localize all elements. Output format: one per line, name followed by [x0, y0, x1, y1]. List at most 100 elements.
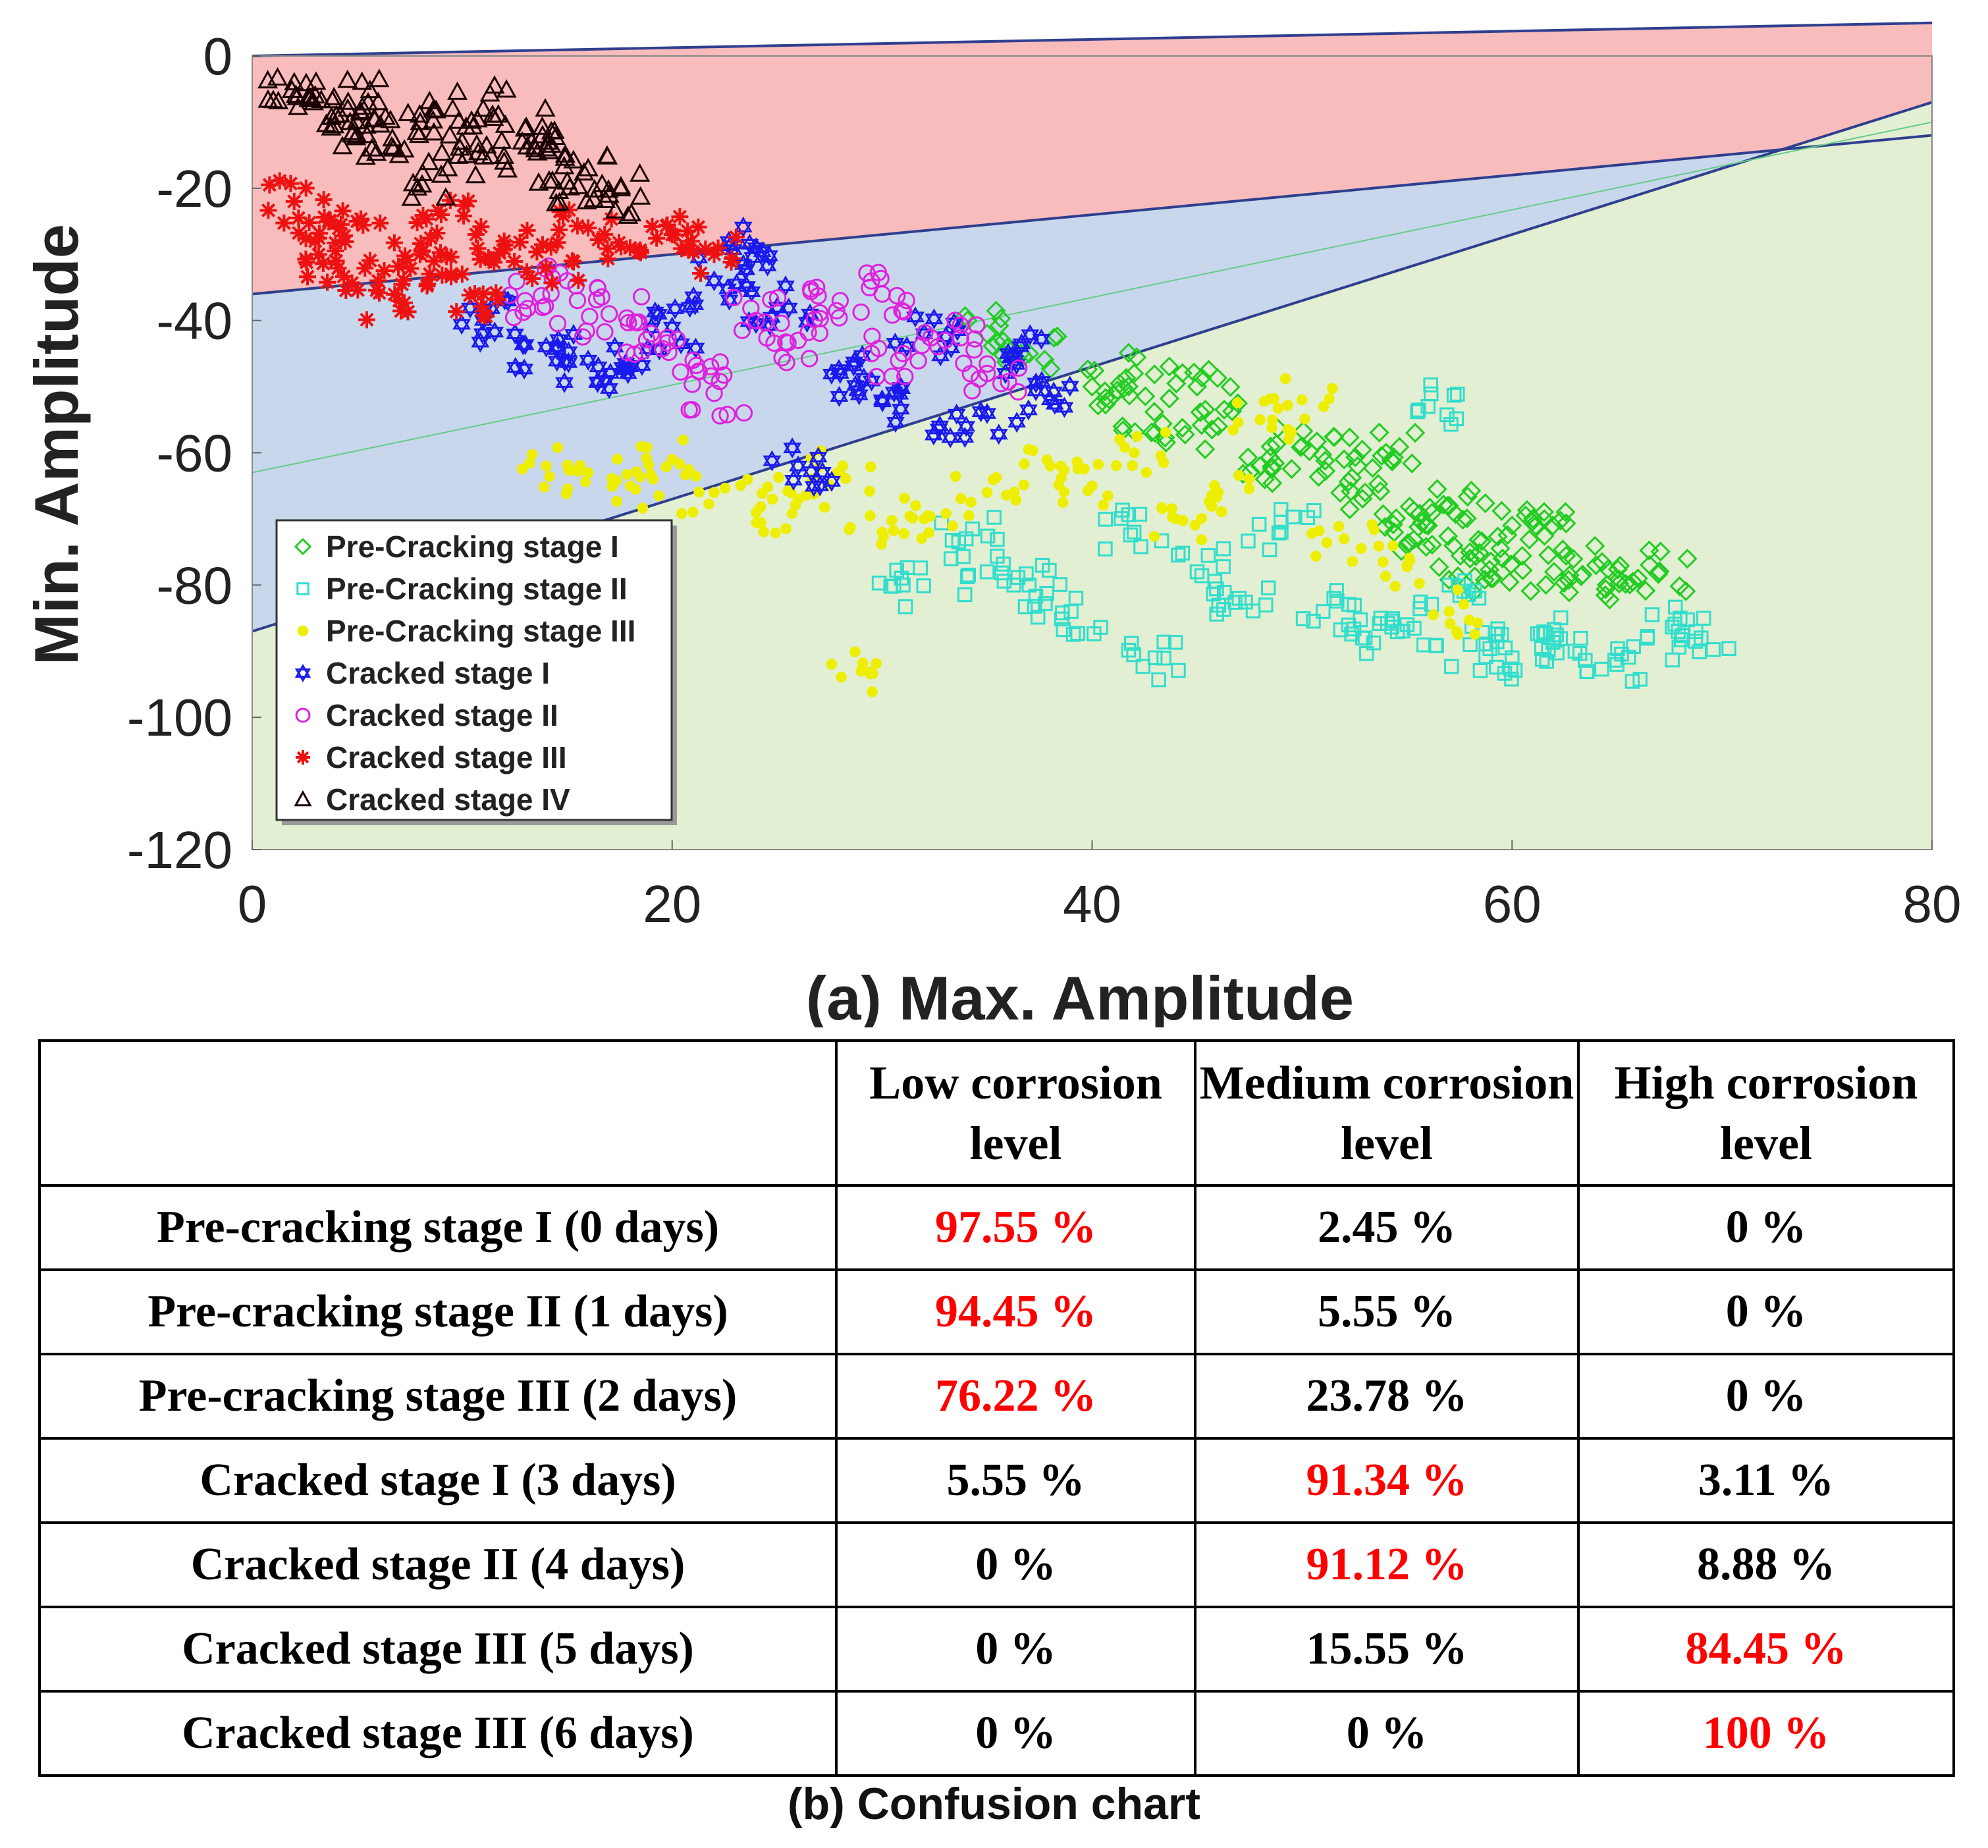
data-point: [1266, 422, 1277, 433]
data-point: [431, 164, 452, 183]
axis-ticks: 0 20 40 60 80 0 -20 -40 -60 -80 -100 -120: [127, 27, 1962, 933]
data-point: [1241, 533, 1256, 549]
data-point: [544, 120, 565, 139]
data-point: [1019, 399, 1038, 421]
data-point: [989, 423, 1008, 445]
data-point: [442, 98, 464, 117]
data-point: [1405, 423, 1426, 443]
data-point: [425, 252, 443, 270]
data-point: [913, 337, 931, 354]
data-point: [697, 240, 714, 258]
data-point: [606, 473, 618, 484]
data-point: [1368, 474, 1389, 494]
data-point: [1060, 375, 1079, 397]
data-point: [395, 271, 413, 289]
data-point: [362, 138, 383, 157]
data-point: [1216, 585, 1232, 600]
data-point: [526, 448, 538, 460]
data-point: [828, 302, 846, 320]
data-point: [864, 485, 875, 497]
data-point: [893, 302, 911, 320]
data-point: [1677, 549, 1698, 569]
data-point: [1416, 537, 1436, 557]
data-point: [337, 69, 358, 88]
data-point: [1635, 580, 1656, 601]
data-point: [1555, 502, 1576, 522]
data-point: [334, 202, 352, 220]
x-tick-label: 60: [1483, 875, 1542, 933]
data-point: [630, 163, 651, 182]
data-point: [514, 118, 535, 137]
data-point: [1443, 606, 1455, 617]
table-row: Pre-cracking stage I (0 days) 97.55 % 2.45…: [38, 1184, 1955, 1271]
data-point: [1170, 547, 1186, 563]
data-point: [448, 303, 466, 321]
data-point: [589, 356, 608, 378]
data-point: [789, 455, 807, 477]
data-point: [599, 240, 616, 258]
row-label: Pre-cracking stage II (1 days): [38, 1268, 838, 1355]
data-point: [626, 345, 643, 364]
data-point: [1144, 364, 1165, 385]
data-point: [1355, 482, 1376, 503]
data-point: [1266, 414, 1278, 425]
data-point: [1526, 516, 1546, 536]
data-point: [963, 510, 975, 522]
data-point: [826, 659, 838, 670]
data-point: [1156, 634, 1171, 650]
data-point: [1333, 622, 1349, 638]
legend-box: [275, 519, 673, 821]
data-point: [1114, 433, 1125, 445]
data-point: [1372, 446, 1392, 466]
data-point: [690, 470, 702, 482]
data-point: [1446, 387, 1462, 403]
data-point: [315, 191, 333, 209]
data-point: [980, 528, 996, 544]
data-point: [1461, 480, 1482, 501]
x-tick-label: 40: [1063, 875, 1121, 933]
data-point: [1492, 549, 1513, 569]
data-point: [1594, 661, 1609, 677]
data-point: [309, 246, 327, 263]
data-point: [545, 126, 566, 146]
data-point: [1127, 347, 1147, 367]
data-point: [1463, 637, 1478, 652]
data-point: [886, 514, 898, 526]
data-point: [1403, 553, 1415, 564]
data-point: [1403, 530, 1424, 550]
data-point: [832, 467, 844, 478]
data-point: [990, 472, 1002, 483]
data-point: [428, 224, 446, 242]
data-point: [1119, 441, 1131, 453]
table-row: Cracked stage III (5 days) 0 % 15.55 % 84.4…: [38, 1606, 1955, 1693]
data-point: [1315, 461, 1336, 481]
data-point: [466, 285, 484, 302]
data-point: [858, 264, 876, 282]
data-point: [1457, 486, 1478, 507]
data-point: [705, 270, 724, 292]
data-point: [1070, 626, 1085, 641]
data-point: [1306, 613, 1321, 629]
data-point: [992, 375, 1010, 393]
data-point: [898, 292, 915, 310]
data-point: [1167, 511, 1178, 523]
data-point: [991, 308, 1011, 329]
data-point: [955, 427, 975, 448]
data-point: [549, 192, 570, 211]
data-point: [275, 214, 293, 232]
data-point: [1007, 412, 1027, 433]
data-point: [852, 303, 870, 321]
data-point: [653, 490, 664, 501]
data-point: [800, 350, 819, 367]
legend-label: Pre-Cracking stage I: [326, 530, 619, 564]
data-point: [643, 217, 661, 235]
data-point: [1030, 609, 1046, 625]
legend-label: Pre-Cracking stage II: [326, 572, 628, 606]
data-point: [342, 121, 363, 140]
data-point: [1098, 541, 1113, 557]
data-point: [668, 331, 686, 348]
data-point: [899, 493, 910, 504]
data-point: [778, 354, 795, 371]
data-point: [741, 474, 753, 485]
data-point: [871, 576, 887, 591]
